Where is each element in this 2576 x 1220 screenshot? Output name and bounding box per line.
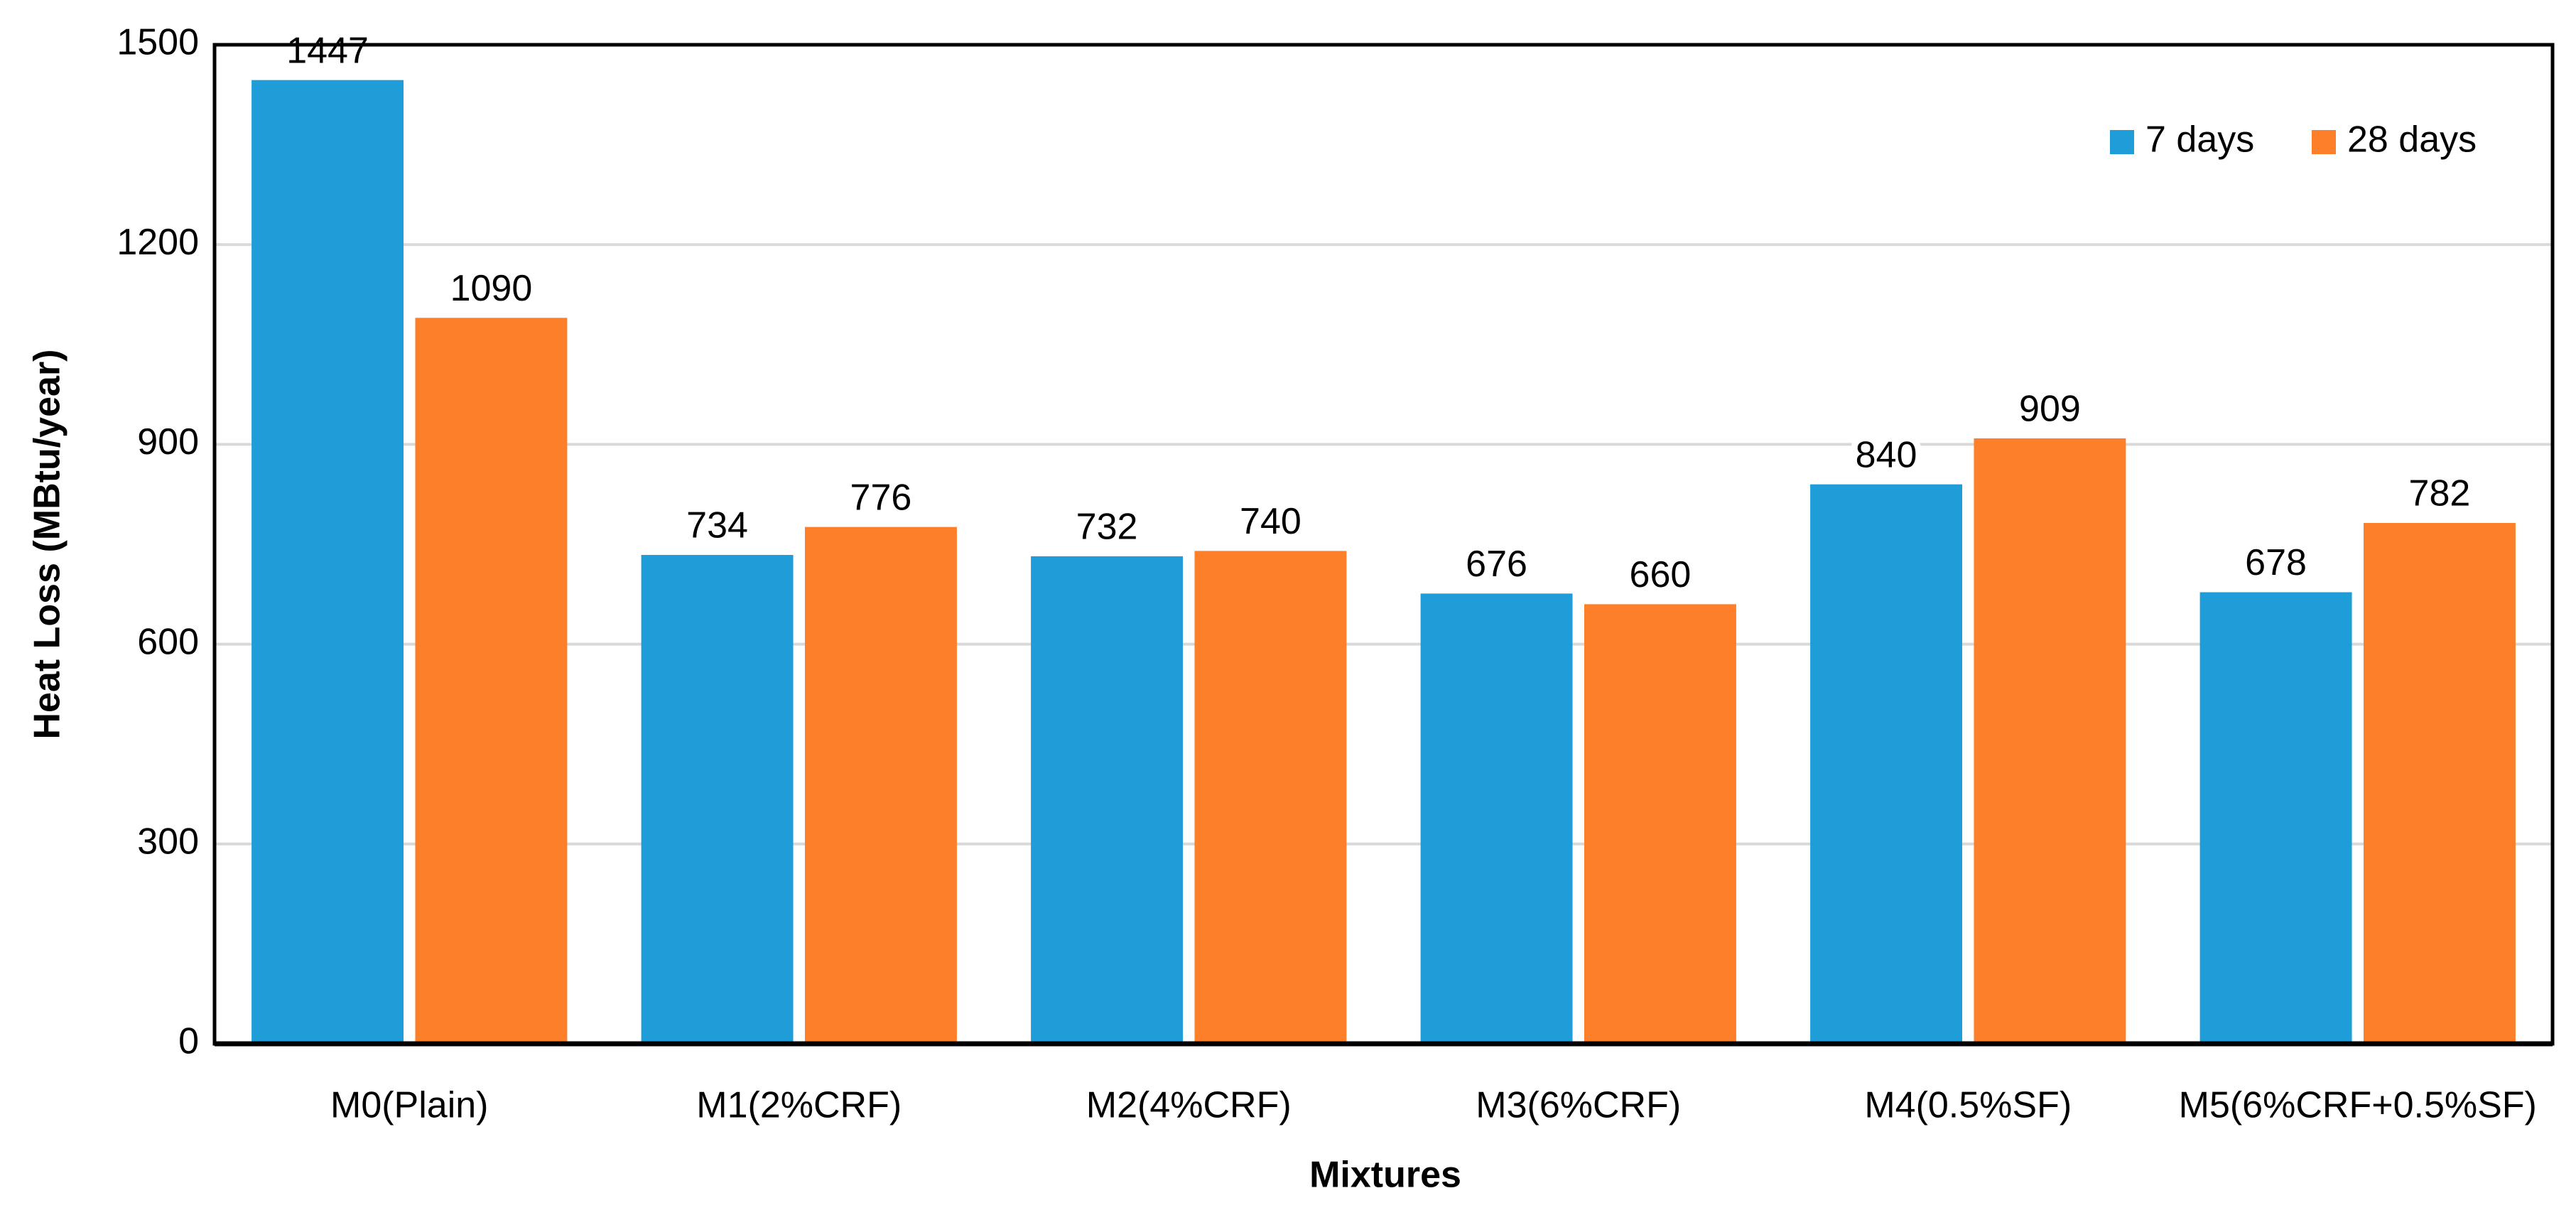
y-tick-label: 600 [137, 621, 199, 662]
data-label: 782 [2409, 473, 2471, 514]
bar [2363, 523, 2516, 1044]
x-tick-label: M5(6%CRF+0.5%SF) [2179, 1085, 2537, 1126]
bar [1031, 556, 1184, 1044]
bar [1420, 593, 1573, 1044]
data-label: 840 [1856, 434, 1917, 475]
bar [2199, 592, 2352, 1044]
y-tick-label: 300 [137, 821, 199, 863]
x-tick-label: M0(Plain) [330, 1085, 489, 1126]
data-label: 1447 [286, 30, 369, 71]
bar [415, 318, 568, 1044]
bar [804, 527, 957, 1044]
data-label: 734 [686, 505, 748, 546]
legend-label: 7 days [2145, 119, 2254, 161]
data-label: 740 [1240, 501, 1301, 542]
x-tick-label: M1(2%CRF) [696, 1085, 902, 1126]
data-label: 909 [2019, 389, 2081, 430]
y-tick-label: 0 [178, 1021, 199, 1062]
bar [1974, 438, 2126, 1044]
bar [251, 80, 404, 1044]
x-axis-label: Mixtures [1309, 1155, 1461, 1196]
legend-swatch [2312, 130, 2336, 154]
data-label: 776 [850, 477, 912, 518]
data-label: 660 [1630, 554, 1692, 595]
bar [1194, 551, 1347, 1044]
data-label: 732 [1076, 507, 1138, 548]
y-axis-label: Heat Loss (MBtu/year) [27, 350, 68, 740]
y-tick-label: 1200 [117, 222, 199, 263]
bar [641, 554, 794, 1044]
y-tick-label: 900 [137, 421, 199, 463]
data-label: 676 [1466, 544, 1527, 585]
bar [1810, 484, 1963, 1044]
data-label: 678 [2245, 542, 2307, 583]
bar [1584, 604, 1736, 1044]
x-tick-label: M4(0.5%SF) [1864, 1085, 2072, 1126]
legend-swatch [2110, 130, 2134, 154]
legend-label: 28 days [2347, 119, 2477, 161]
data-label: 1090 [450, 268, 533, 309]
y-tick-label: 1500 [117, 22, 199, 63]
x-tick-label: M2(4%CRF) [1086, 1085, 1292, 1126]
x-tick-label: M3(6%CRF) [1476, 1085, 1681, 1126]
